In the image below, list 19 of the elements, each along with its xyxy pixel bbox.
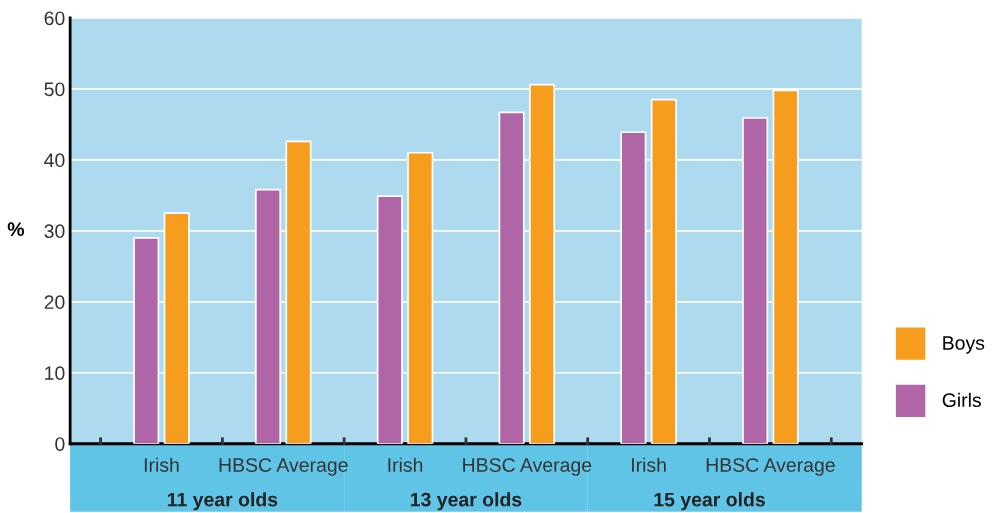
x-tick-label: Irish — [632, 457, 666, 472]
y-tick-label: 20 — [44, 295, 65, 310]
y-tick-label: 50 — [44, 82, 65, 97]
x-tick-label: HBSC Average — [706, 458, 835, 476]
y-tick-label: 40 — [44, 153, 65, 168]
text: 11 year olds — [167, 492, 278, 511]
y-tick-label: 10 — [45, 366, 65, 381]
y-axis-title: % — [7, 222, 25, 237]
legend-label: Boys — [943, 336, 985, 354]
x-tick-label: Irish — [144, 457, 179, 472]
text: 15 year olds — [654, 492, 765, 511]
x-tick-label: HBSC Average — [463, 458, 592, 476]
y-tick-label: 60 — [44, 11, 65, 26]
text: 13 year olds — [410, 492, 522, 511]
legend-label: Girls — [942, 392, 981, 408]
x-tick-label: HBSC Average — [219, 458, 348, 476]
y-tick-label: 0 — [55, 437, 65, 451]
x-tick-label: Irish — [388, 457, 423, 472]
y-tick-label: 30 — [44, 224, 65, 239]
